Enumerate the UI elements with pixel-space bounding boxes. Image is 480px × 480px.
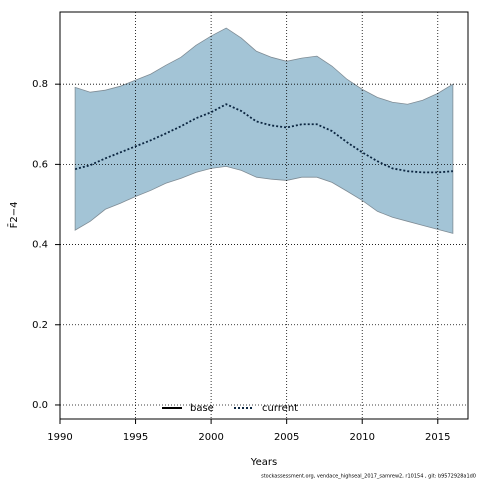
y-tick-label: 0.4 bbox=[32, 240, 48, 251]
x-tick-label: 2015 bbox=[425, 432, 450, 443]
x-tick-label: 2010 bbox=[349, 432, 374, 443]
legend-label: base bbox=[190, 403, 214, 414]
x-tick-label: 1990 bbox=[47, 432, 72, 443]
y-tick-label: 0.8 bbox=[32, 79, 48, 90]
legend-label: current bbox=[262, 403, 298, 414]
x-tick-label: 2000 bbox=[198, 432, 223, 443]
y-tick-label: 0.0 bbox=[32, 400, 48, 411]
y-tick-label: 0.6 bbox=[32, 159, 48, 170]
caption: stockassessment.org, vendace_highseal_20… bbox=[261, 474, 476, 480]
plot-frame bbox=[59, 11, 469, 420]
x-axis-label: Years bbox=[250, 457, 277, 468]
confidence-band bbox=[74, 27, 454, 234]
y-tick-label: 0.2 bbox=[32, 320, 48, 331]
y-axis-label: F̄2−4 bbox=[7, 202, 20, 229]
x-tick-label: 2005 bbox=[274, 432, 299, 443]
x-tick-label: 1995 bbox=[123, 432, 148, 443]
